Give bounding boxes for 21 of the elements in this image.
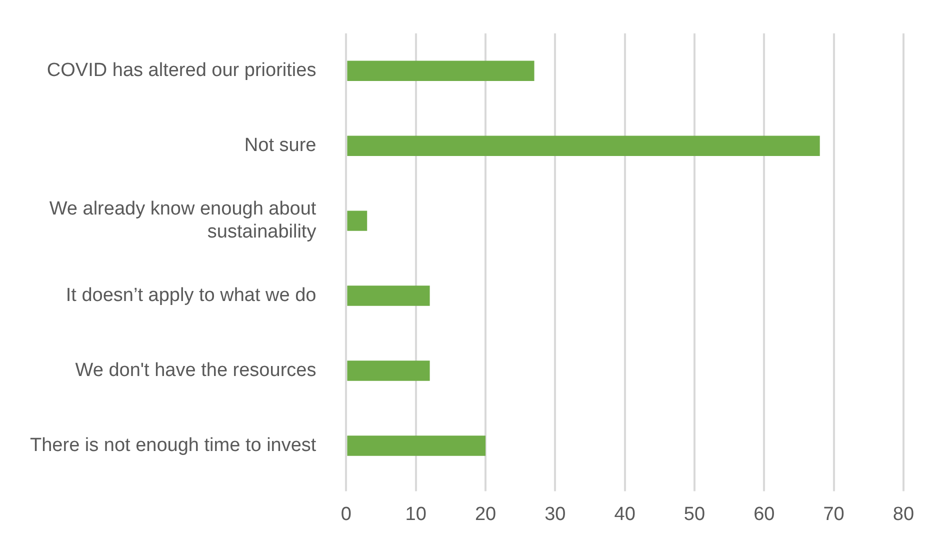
x-tick-label: 80 [892, 504, 914, 525]
y-tick-label: There is not enough time to invest [30, 434, 317, 456]
bar [347, 360, 430, 381]
x-tick-label: 20 [474, 504, 496, 525]
bar [347, 210, 368, 231]
x-tick-label: 10 [405, 504, 426, 525]
y-tick-label: Not sure [244, 135, 316, 156]
x-tick-label: 0 [340, 504, 352, 525]
bar [347, 60, 534, 82]
x-tick-label: 30 [544, 504, 566, 525]
y-tick-label: We already know enough about sustainability [49, 198, 317, 242]
y-tick-label: It doesn’t apply to what we do [66, 285, 316, 306]
x-tick-label: 70 [823, 504, 844, 525]
bar [347, 136, 820, 156]
bar [347, 286, 430, 306]
y-tick-label: COVID has altered our priorities [46, 60, 316, 82]
x-tick-label: 60 [754, 504, 775, 525]
y-tick-label: We don't have the resources [75, 360, 316, 381]
x-tick-label: 40 [614, 504, 636, 525]
bar [347, 436, 486, 456]
x-tick-label: 50 [684, 504, 706, 525]
